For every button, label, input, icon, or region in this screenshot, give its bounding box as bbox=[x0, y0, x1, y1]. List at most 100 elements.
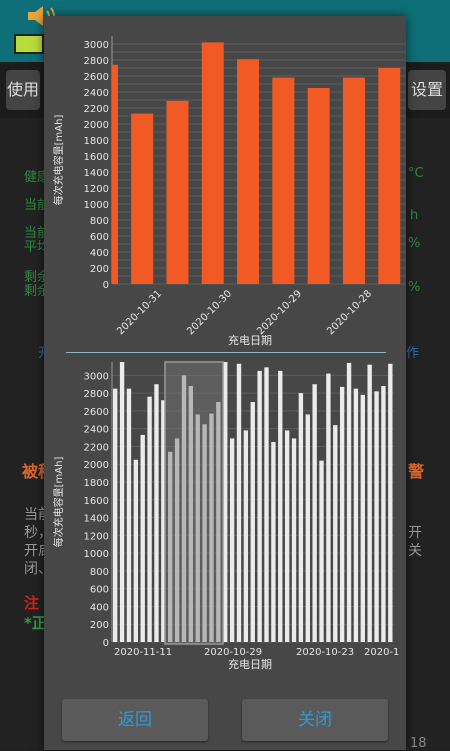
chart-divider bbox=[66, 352, 386, 353]
y-tick-label: 0 bbox=[103, 280, 109, 291]
y-tick-label: 1800 bbox=[84, 478, 109, 489]
y-tick-label: 600 bbox=[90, 232, 109, 243]
bg-footer-value: 18 bbox=[410, 736, 427, 751]
bar bbox=[126, 388, 132, 642]
y-axis-label: 每次充电容量[mAh] bbox=[52, 115, 65, 206]
x-tick-label: 2020-1 bbox=[364, 647, 399, 658]
charge-history-dialog: 0 200 400 600 800 1000 1200 1400 1600 1800 2000 220… bbox=[44, 16, 406, 750]
bar bbox=[374, 391, 379, 642]
tab-settings[interactable]: 设置 bbox=[408, 70, 446, 110]
bar bbox=[367, 364, 372, 642]
y-tick-label: 2800 bbox=[84, 56, 109, 67]
bar bbox=[388, 363, 393, 642]
bar bbox=[147, 396, 152, 642]
bar bbox=[216, 402, 221, 642]
bg-right-h: h bbox=[410, 208, 419, 223]
charge-capacity-chart-top[interactable]: 0 200 400 600 800 1000 1200 1400 1600 1800 2000 220… bbox=[44, 16, 406, 352]
bar bbox=[112, 64, 118, 284]
bar bbox=[250, 402, 255, 642]
tab-usage[interactable]: 使用 bbox=[6, 70, 40, 110]
battery-logo-icon bbox=[14, 34, 44, 54]
bar bbox=[133, 459, 139, 642]
bg-right-pct-2: % bbox=[408, 280, 421, 295]
bar bbox=[188, 386, 194, 642]
y-tick-label: 1600 bbox=[84, 496, 109, 507]
y-tick-label: 1400 bbox=[84, 168, 109, 179]
back-button[interactable]: 返回 bbox=[62, 699, 208, 741]
y-tick-label: 2400 bbox=[84, 88, 109, 99]
bg-note-2: *正 bbox=[24, 614, 47, 632]
bar bbox=[305, 414, 310, 642]
y-tick-label: 2200 bbox=[84, 442, 109, 453]
bg-label-average: 平均 bbox=[24, 240, 51, 255]
bar bbox=[243, 430, 249, 642]
bar bbox=[264, 367, 269, 642]
x-axis-label: 充电日期 bbox=[228, 657, 272, 671]
bar bbox=[229, 438, 235, 642]
bar bbox=[346, 362, 352, 642]
y-tick-label: 200 bbox=[90, 620, 109, 631]
charge-capacity-chart-bottom[interactable]: 0 200 400 600 800 1000 1200 1400 1600 1800 2000 220… bbox=[44, 16, 406, 686]
bar bbox=[257, 370, 262, 642]
y-tick-label: 2000 bbox=[84, 460, 109, 471]
bar bbox=[131, 113, 154, 284]
y-tick-label: 800 bbox=[90, 216, 109, 227]
y-tick-label: 3000 bbox=[84, 371, 109, 382]
bar bbox=[140, 434, 145, 642]
bg-label-health: 健康 bbox=[24, 170, 51, 185]
y-tick-label: 2800 bbox=[84, 389, 109, 400]
bar bbox=[166, 100, 189, 284]
bar bbox=[154, 384, 159, 642]
bg-right-close: 关 bbox=[408, 543, 422, 559]
bar bbox=[298, 393, 304, 642]
bar bbox=[339, 386, 345, 642]
bar bbox=[202, 424, 207, 642]
y-tick-label: 1400 bbox=[84, 514, 109, 525]
y-tick-label: 400 bbox=[90, 248, 109, 259]
bar bbox=[353, 388, 359, 642]
bg-note: 注 bbox=[24, 594, 40, 612]
y-tick-label: 400 bbox=[90, 602, 109, 613]
bg-label-remaining-1: 剩余 bbox=[24, 270, 51, 285]
bar bbox=[113, 388, 118, 642]
y-tick-label: 2200 bbox=[84, 104, 109, 115]
close-button[interactable]: 关闭 bbox=[242, 699, 388, 741]
bar bbox=[326, 373, 331, 642]
bar bbox=[168, 451, 173, 642]
bg-right-pct-1: % bbox=[408, 236, 421, 251]
bar bbox=[209, 413, 214, 642]
x-axis-label: 充电日期 bbox=[228, 333, 272, 347]
bg-label-remaining-2: 剩余 bbox=[24, 284, 51, 299]
bar bbox=[307, 88, 330, 284]
y-axis-label: 每次充电容量[mAh] bbox=[52, 457, 65, 548]
y-tick-label: 1200 bbox=[84, 184, 109, 195]
bar bbox=[381, 386, 386, 642]
bar bbox=[236, 363, 242, 642]
bar bbox=[237, 59, 260, 285]
bar bbox=[201, 42, 224, 285]
bar bbox=[195, 414, 200, 642]
y-tick-label: 2600 bbox=[84, 72, 109, 83]
bar bbox=[342, 77, 365, 284]
y-tick-label: 3000 bbox=[84, 40, 109, 51]
bar bbox=[119, 362, 125, 642]
bar bbox=[378, 68, 401, 284]
bg-right-warning: 警 bbox=[408, 462, 425, 481]
bg-right-open: 开 bbox=[408, 525, 422, 541]
bg-right-action: 作 bbox=[406, 346, 420, 361]
bar bbox=[223, 362, 228, 642]
y-tick-label: 1000 bbox=[84, 549, 109, 560]
bg-label-current-2: 当前 bbox=[24, 226, 51, 241]
y-tick-label: 800 bbox=[90, 567, 109, 578]
bar bbox=[333, 425, 338, 642]
bg-label-current-1: 当前 bbox=[24, 198, 51, 213]
bar bbox=[291, 438, 297, 642]
bar bbox=[319, 460, 324, 642]
y-tick-label: 2400 bbox=[84, 425, 109, 436]
x-tick-label: 2020-11-11 bbox=[114, 647, 172, 658]
y-tick-label: 1000 bbox=[84, 200, 109, 211]
y-tick-label: 1200 bbox=[84, 531, 109, 542]
viewport-selector bbox=[164, 361, 224, 645]
y-tick-label: 1800 bbox=[84, 136, 109, 147]
bar bbox=[272, 77, 295, 284]
